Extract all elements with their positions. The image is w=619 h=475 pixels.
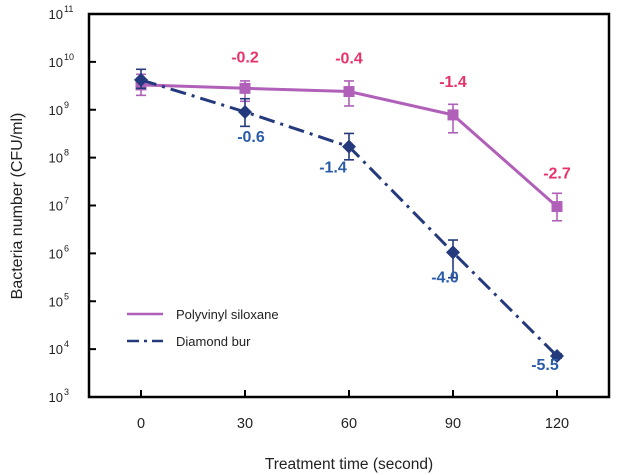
- y-tick-exponent: 8: [64, 148, 69, 158]
- y-tick-label: 10: [49, 199, 63, 214]
- plot-frame: [87, 12, 611, 399]
- data-point: [551, 201, 563, 213]
- y-tick-exponent: 5: [64, 291, 69, 301]
- y-tick-exponent: 9: [64, 100, 69, 110]
- legend-label-polyvinyl-siloxane: Polyvinyl siloxane: [176, 307, 279, 322]
- y-tick-label: 10: [49, 55, 63, 70]
- y-tick-label: 10: [49, 294, 63, 309]
- y-tick-label: 10: [49, 151, 63, 166]
- y-tick-exponent: 6: [64, 243, 69, 253]
- data-point: [134, 72, 148, 87]
- legend: Polyvinyl siloxane Diamond bur: [127, 307, 279, 349]
- x-tick-label: 60: [341, 416, 357, 432]
- data-label: -1.4: [319, 160, 347, 177]
- data-point: [343, 86, 355, 98]
- data-label: -0.2: [231, 49, 259, 66]
- data-label: -4.0: [431, 269, 459, 286]
- data-label: -1.4: [439, 74, 467, 91]
- y-tick-exponent: 7: [64, 196, 69, 206]
- data-label: -2.7: [543, 166, 571, 183]
- x-axis-title: Treatment time (second): [265, 456, 433, 473]
- y-tick-exponent: 11: [64, 4, 73, 14]
- legend-label-diamond-bur: Diamond bur: [176, 334, 251, 349]
- x-tick-label: 30: [237, 416, 253, 432]
- y-tick-label: 10: [49, 246, 63, 261]
- data-label: -5.5: [531, 357, 559, 374]
- y-tick-exponent: 4: [64, 339, 69, 349]
- data-point: [342, 139, 356, 154]
- y-tick-label: 10: [49, 390, 63, 405]
- x-tick-label: 90: [445, 416, 461, 432]
- data-point: [446, 245, 460, 260]
- series-layer: [134, 68, 564, 363]
- y-tick-label: 10: [49, 103, 63, 118]
- y-axis-title: Bacteria number (CFU/ml): [9, 113, 26, 300]
- y-tick-label: 10: [49, 7, 63, 22]
- data-point: [447, 109, 459, 121]
- y-tick-exponent: 3: [64, 387, 69, 397]
- data-label: -0.4: [335, 51, 363, 68]
- y-tick-exponent: 10: [64, 52, 74, 62]
- data-point: [238, 104, 252, 119]
- data-labels: -0.2 -0.4 -1.4 -2.7 -0.6 -1.4 -4.0 -5.5: [231, 49, 571, 374]
- data-point: [239, 82, 251, 94]
- data-point: [550, 348, 564, 363]
- y-tick-label: 10: [49, 342, 63, 357]
- x-tick-label: 120: [545, 416, 569, 432]
- data-label: -0.6: [237, 129, 265, 146]
- x-tick-label: 0: [137, 416, 145, 432]
- x-axis-ticks: 0 30 60 90 120: [137, 390, 569, 432]
